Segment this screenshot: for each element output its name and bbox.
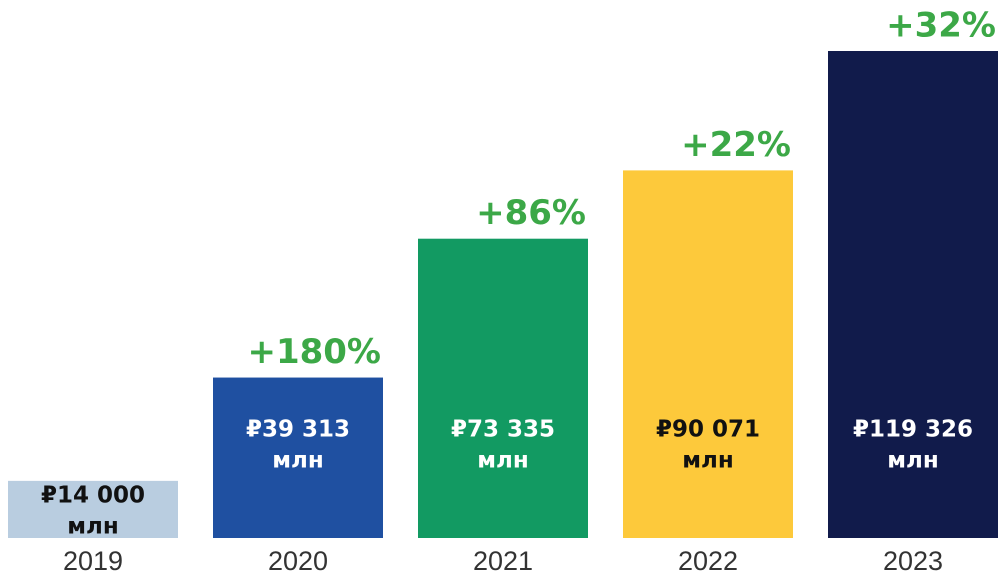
x-tick-label: 2022 — [678, 546, 738, 576]
value-label: ₽73 335 — [451, 417, 555, 443]
value-unit: млн — [887, 448, 939, 474]
bar — [418, 238, 588, 539]
x-tick-label: 2020 — [268, 546, 328, 576]
bar — [828, 51, 998, 538]
value-label: ₽39 313 — [246, 417, 350, 443]
value-unit: млн — [477, 448, 529, 474]
bar — [623, 170, 793, 538]
growth-annotation: +32% — [886, 6, 996, 46]
x-tick-label: 2021 — [473, 546, 533, 576]
bar — [8, 480, 178, 538]
value-unit: млн — [272, 448, 324, 474]
value-label: ₽119 326 — [853, 417, 973, 443]
growth-annotation: +22% — [681, 125, 791, 165]
value-label: ₽90 071 — [656, 417, 760, 443]
growth-annotation: +180% — [247, 332, 381, 372]
x-tick-label: 2023 — [883, 546, 943, 576]
growth-annotation: +86% — [476, 193, 586, 233]
x-tick-label: 2019 — [63, 546, 123, 576]
value-unit: млн — [682, 448, 734, 474]
value-label: ₽14 000 — [41, 482, 145, 508]
bar — [213, 377, 383, 538]
value-unit: млн — [67, 513, 119, 539]
